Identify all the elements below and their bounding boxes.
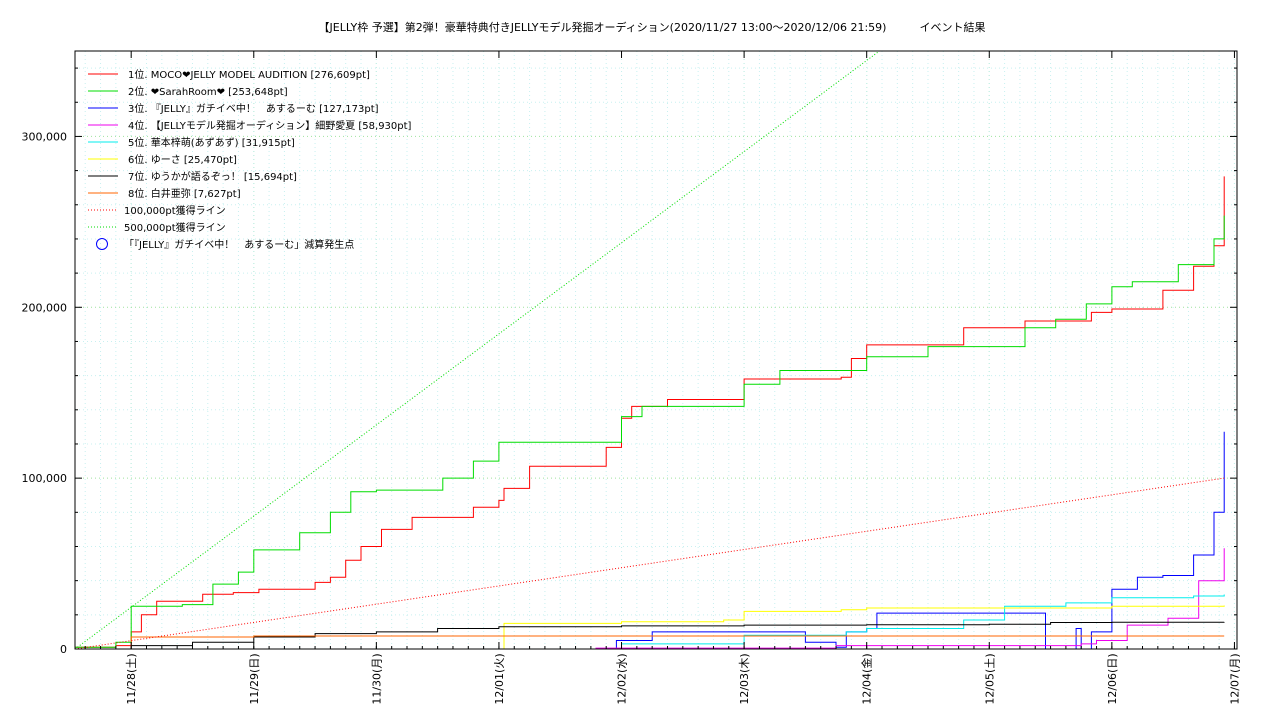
series-line-2 [75,215,1225,648]
legend-label-5: 5位. 華本梓萌(あずあず) [31,915pt] [128,136,295,149]
legend-label-7: 7位. ゆうかが語るぞっ！ [15,694pt] [128,170,297,183]
grid [75,51,1237,650]
legend: 1位. MOCO❤JELLY MODEL AUDITION [276,609pt… [88,68,412,251]
x-tick-label: 12/05(土) [983,653,996,704]
x-tick-label: 12/01(火) [493,653,506,704]
series-line-7 [75,621,1225,649]
legend-label-9: 100,000pt獲得ライン [124,204,226,217]
legend-label-3: 3位. 『JELLY』ガチイベ中！ あするーむ [127,173pt] [128,102,379,115]
x-tick-label: 12/04(金) [860,653,874,704]
legend-marker-circle [96,238,108,250]
legend-label-8: 8位. 白井亜弥 [7,627pt] [128,187,241,200]
series-line-8 [75,635,1225,649]
axes: 11/28(土) 11/29(日) 11/30(月) 12/01(火) 12/02(水)… [22,51,1241,705]
y-tick-label: 100,000 [22,472,68,485]
x-tick-label: 11/29(日) [248,653,261,704]
legend-label-1: 1位. MOCO❤JELLY MODEL AUDITION [276,609pt… [128,68,370,81]
legend-label-6: 6位. ゆーさ [25,470pt] [128,153,237,166]
x-tick-label: 12/03(木) [738,653,751,704]
plot-frame [74,50,1238,650]
series-line-6 [75,605,1225,649]
series-line-1 [75,176,1225,648]
series-line-3 [75,431,1225,649]
series-line-9 [75,477,1225,649]
series-line-4 [75,548,1225,649]
legend-marker-label: 「『JELLY』ガチイベ中！ あするーむ」減算発生点 [124,238,354,251]
legend-label-4: 4位. 【JELLYモデル発掘オーディション】細野愛夏 [58,930pt] [128,119,412,132]
x-tick-label: 12/06(日) [1106,653,1119,704]
legend-label-10: 500,000pt獲得ライン [124,221,226,234]
x-tick-label: 11/28(土) [125,653,138,704]
legend-label-2: 2位. ❤SarahRoom❤ [253,648pt] [128,85,288,98]
y-tick-label: 200,000 [22,301,68,314]
x-tick-label: 12/07(月) [1228,653,1241,704]
x-tick-label: 11/30(月) [370,653,383,704]
x-tick-label: 12/02(水) [616,653,629,704]
y-tick-label: 0 [60,643,67,656]
series-layer [75,51,1225,649]
y-tick-label: 300,000 [22,130,68,143]
chart-title: 【JELLY枠 予選】第2弾！豪華特典付きJELLYモデル発掘オーディション(2… [319,20,986,34]
